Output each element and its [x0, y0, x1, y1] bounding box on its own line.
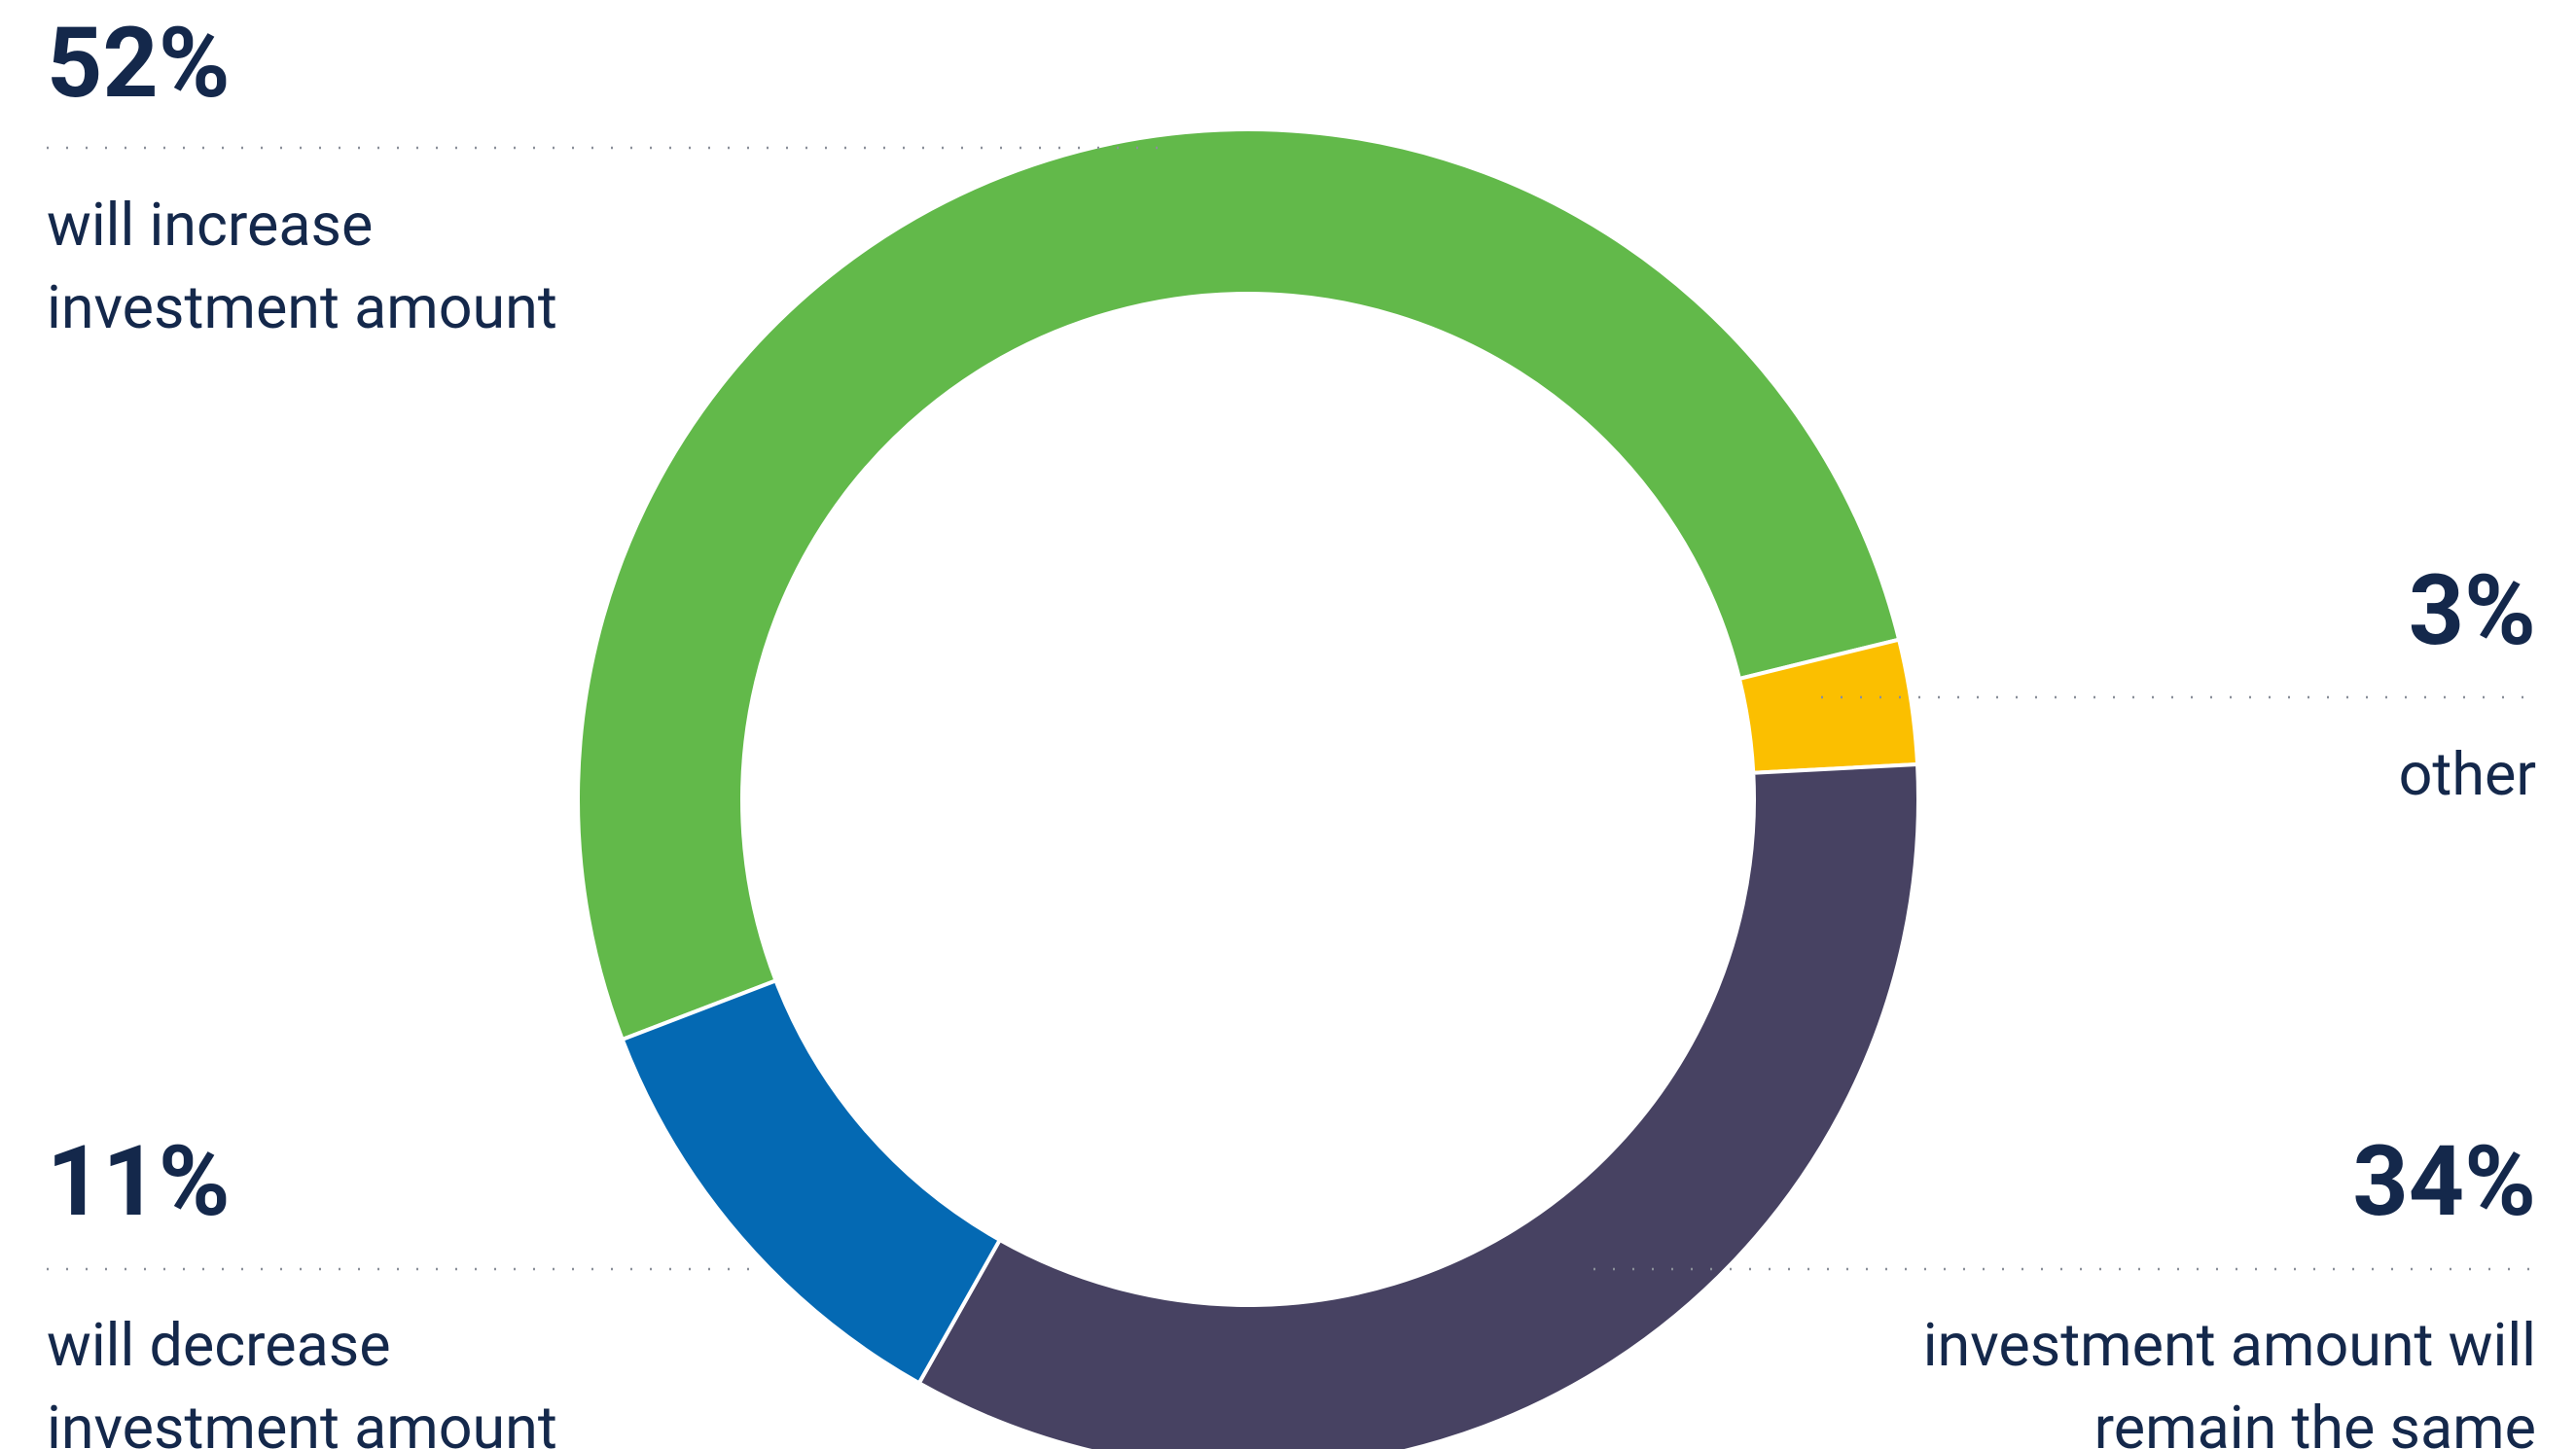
value-label: 34% [2352, 1125, 2536, 1239]
category-label: remain the same [2094, 1393, 2536, 1449]
value-label: 3% [2409, 554, 2536, 668]
category-label: investment amount [47, 272, 557, 342]
category-label: will decrease [47, 1310, 391, 1380]
slice [916, 761, 1920, 1449]
slice [576, 127, 1902, 1043]
value-label: 52% [47, 7, 231, 121]
slice [620, 977, 1003, 1386]
category-label: investment amount [47, 1393, 557, 1449]
value-label: 11% [47, 1125, 231, 1239]
category-label: investment amount will [1923, 1310, 2536, 1380]
category-label: other [2399, 739, 2536, 809]
category-label: will increase [47, 190, 373, 260]
